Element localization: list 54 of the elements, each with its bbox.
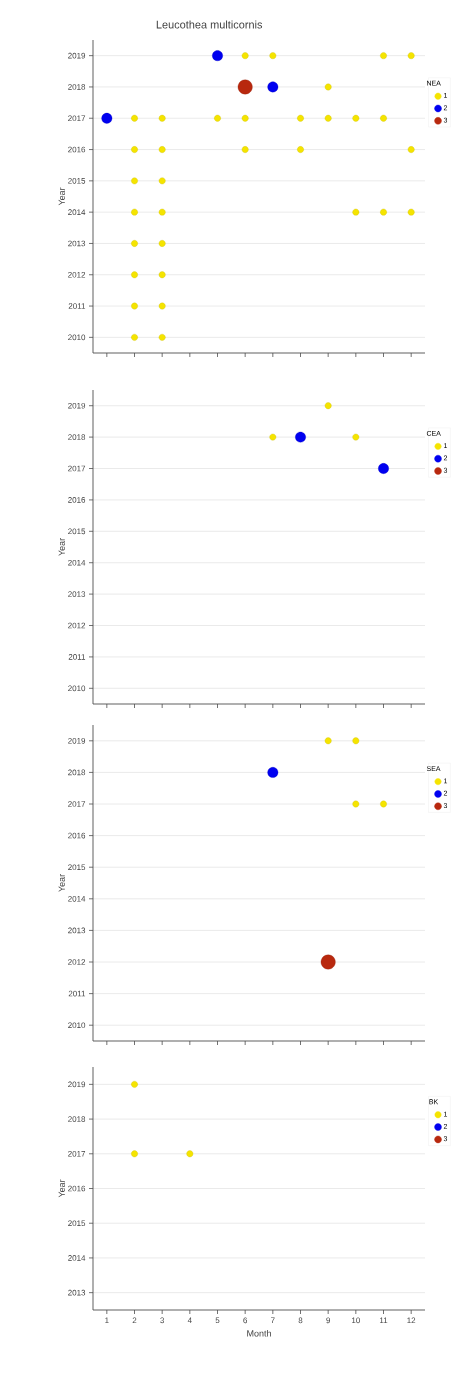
chart-title: Leucothea multicornis [156, 20, 263, 29]
point [320, 954, 336, 970]
point [158, 240, 166, 247]
point [380, 208, 387, 216]
point [267, 81, 279, 93]
point [295, 431, 306, 443]
point [241, 52, 249, 59]
point [158, 302, 166, 310]
point [378, 463, 389, 474]
point [158, 177, 166, 185]
point [158, 208, 166, 216]
point [324, 83, 332, 91]
point [352, 208, 360, 216]
point [352, 114, 360, 122]
point [352, 433, 360, 441]
point [297, 114, 304, 122]
point [407, 208, 415, 216]
y-axis-title: Year [58, 187, 65, 206]
point [324, 737, 332, 745]
point [297, 146, 304, 153]
point [158, 114, 166, 122]
y-axis-title: Year [58, 874, 65, 892]
y-axis-title: Year [58, 538, 65, 556]
point [237, 79, 253, 95]
point [267, 767, 279, 778]
point [131, 240, 138, 247]
point [324, 114, 332, 122]
point [101, 112, 113, 124]
point [324, 402, 332, 410]
point [241, 114, 249, 122]
x-axis-title: Month [247, 1330, 271, 1337]
point [131, 334, 138, 341]
point [380, 52, 387, 59]
point [407, 146, 415, 153]
point [241, 146, 249, 153]
point [352, 737, 360, 745]
point [131, 271, 138, 279]
point [158, 146, 166, 153]
point [380, 114, 387, 122]
point [380, 800, 387, 808]
point [158, 334, 166, 341]
point [407, 52, 415, 59]
y-axis-title: Year [58, 1179, 65, 1198]
point [352, 800, 360, 808]
point [269, 52, 277, 59]
point [131, 146, 138, 153]
point [269, 433, 277, 441]
point [131, 177, 138, 185]
point [131, 208, 138, 216]
point [212, 50, 223, 61]
point [214, 114, 221, 122]
point [131, 114, 138, 122]
point [131, 302, 138, 310]
point [158, 271, 166, 279]
